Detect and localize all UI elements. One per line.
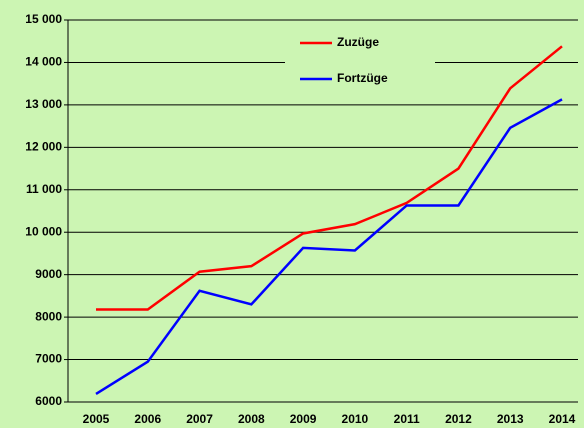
series-line — [95, 98, 563, 395]
legend-box — [285, 28, 435, 94]
series-line — [96, 45, 563, 311]
x-tick-label: 2005 — [83, 412, 110, 426]
legend-label: Fortzüge — [337, 71, 388, 85]
x-tick-label: 2006 — [134, 412, 161, 426]
y-tick-label: 8000 — [35, 309, 62, 323]
x-tick-label: 2012 — [445, 412, 472, 426]
x-tick-label: 2013 — [497, 412, 524, 426]
y-tick-label: 10 000 — [25, 224, 62, 238]
y-tick-label: 9000 — [35, 267, 62, 281]
x-tick-label: 2010 — [342, 412, 369, 426]
x-tick-label: 2011 — [394, 412, 420, 426]
x-tick-label: 2008 — [238, 412, 265, 426]
y-tick-label: 12 000 — [25, 140, 62, 154]
y-tick-label: 6000 — [35, 394, 62, 408]
y-tick-label: 11 000 — [26, 182, 62, 196]
y-tick-label: 15 000 — [25, 12, 62, 26]
y-tick-label: 14 000 — [25, 55, 62, 69]
y-tick-label: 7000 — [35, 352, 62, 366]
legend-label: Zuzüge — [337, 35, 379, 49]
x-tick-label: 2009 — [290, 412, 317, 426]
x-tick-label: 2014 — [549, 412, 576, 426]
y-tick-label: 13 000 — [25, 97, 62, 111]
x-tick-label: 2007 — [186, 412, 213, 426]
